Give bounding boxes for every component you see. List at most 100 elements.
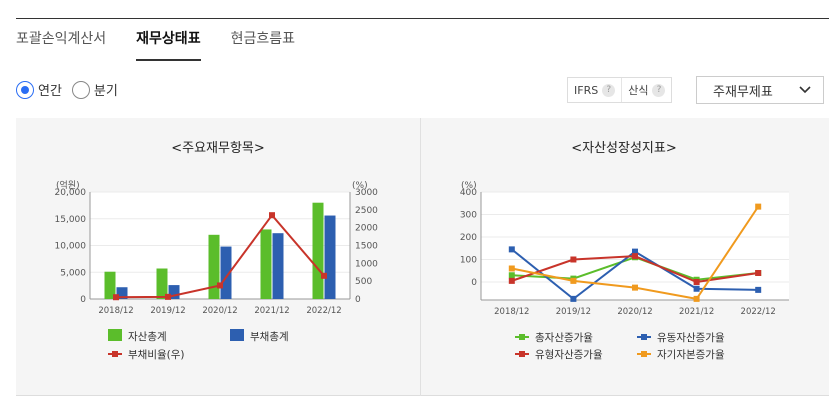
chart2-line-point xyxy=(632,253,638,260)
chart1-bar-자산총계 xyxy=(156,268,168,299)
chart1-line-point xyxy=(321,272,327,279)
chart2-line-point xyxy=(755,270,762,276)
chart1-bar-자산총계 xyxy=(312,202,324,299)
standard-toggle-group: IFRS ? 산식 ? xyxy=(567,77,673,103)
chart2-unit: (%) xyxy=(461,181,477,191)
statement-tabs: 포괄손익계산서 재무상태표 현금흐름표 xyxy=(16,19,325,61)
chart1-left-tick-label: 15,000 xyxy=(55,215,87,225)
chart1-legend-label: 부채총계 xyxy=(250,331,289,343)
chart2-legend-label: 총자산증가율 xyxy=(535,332,593,344)
chart1-x-tick-label: 2022/12 xyxy=(306,306,341,316)
chart2-line-point xyxy=(693,295,700,302)
chart1-bar-자산총계 xyxy=(208,234,220,299)
period-selector: 연간 분기 xyxy=(16,80,128,99)
chart2-legend-swatch-marker xyxy=(641,351,647,357)
chart1-left-unit: (억원) xyxy=(56,179,80,191)
chart2-line-point xyxy=(755,203,762,210)
chart1-legend-swatch xyxy=(230,329,244,341)
chart1-left-tick-label: 20,000 xyxy=(55,188,87,198)
chart2-x-tick-label: 2022/12 xyxy=(741,307,776,317)
chart2-legend-label: 자기자본증가율 xyxy=(657,349,725,361)
formula-button[interactable]: 산식 ? xyxy=(621,78,671,102)
chart1-right-tick-label: 2500 xyxy=(355,206,378,216)
chart1-line-point xyxy=(217,282,223,289)
chart1-bar-부채총계 xyxy=(116,287,128,299)
chart2-line-point xyxy=(570,256,577,263)
radio-annual-label: 연간 xyxy=(38,84,62,99)
chart1-right-tick-label: 500 xyxy=(355,277,372,287)
chart2-y-tick-label: 300 xyxy=(460,211,477,221)
chart2-legend-label: 유형자산증가율 xyxy=(535,349,603,361)
formula-help-icon[interactable]: ? xyxy=(652,83,666,97)
chart1-title: <주요재무항목> xyxy=(171,141,265,156)
chart1-left-tick-label: 5,000 xyxy=(60,268,86,278)
chart1-right-unit: (%) xyxy=(352,181,368,191)
chart1-line-point xyxy=(269,212,275,219)
chart2-line-point xyxy=(755,286,762,293)
chart1-legend-swatch-marker xyxy=(112,351,118,357)
statement-type-value: 주재무제표 xyxy=(713,84,773,100)
chart1-right-tick-label: 1500 xyxy=(355,242,378,252)
chart2-x-tick-label: 2020/12 xyxy=(617,307,652,317)
chart2-line-point xyxy=(693,285,700,292)
chart2-legend-swatch-marker xyxy=(519,351,525,357)
statement-type-select[interactable]: 주재무제표 xyxy=(696,76,824,104)
radio-quarterly-circle[interactable] xyxy=(71,80,90,99)
chart1-left-tick-label: 0 xyxy=(80,295,86,305)
chart1-bar-자산총계 xyxy=(260,229,272,299)
chart2-legend-swatch-marker xyxy=(641,334,647,340)
chart1-legend-label: 부채비율(우) xyxy=(128,349,185,361)
chart1-x-tick-label: 2019/12 xyxy=(150,306,185,316)
chart2-line-point xyxy=(693,279,700,285)
chart1-bar-부채총계 xyxy=(220,246,232,299)
ifrs-help-icon[interactable]: ? xyxy=(602,83,616,97)
radio-annual-circle[interactable] xyxy=(16,80,34,99)
chart2-title: <자산성장성지표> xyxy=(571,141,677,156)
tab-income-statement[interactable]: 포괄손익계산서 xyxy=(16,31,107,47)
radio-quarterly-label: 분기 xyxy=(93,84,118,99)
chart2-line-point xyxy=(632,248,638,255)
chart1-right-tick-label: 2000 xyxy=(355,224,378,234)
chart1-x-tick-label: 2020/12 xyxy=(202,306,237,316)
chart2-line-point xyxy=(508,272,515,279)
ifrs-button[interactable]: IFRS ? xyxy=(568,78,621,102)
chart1-line-point xyxy=(113,294,119,301)
chart2-y-tick-label: 400 xyxy=(460,188,477,198)
chart2-x-tick-label: 2018/12 xyxy=(494,307,529,317)
chart1-legend-swatch xyxy=(108,329,122,341)
chart2-legend-label: 유동자산증가율 xyxy=(657,332,725,344)
radio-annual[interactable]: 연간 xyxy=(16,80,62,99)
chart2-y-tick-label: 200 xyxy=(460,233,477,243)
chart2-x-tick-label: 2021/12 xyxy=(679,307,714,317)
chart1-right-tick-label: 1000 xyxy=(355,259,378,269)
tab-cash-flow[interactable]: 현금흐름표 xyxy=(230,31,295,47)
chart1-bar-자산총계 xyxy=(104,271,116,299)
ifrs-label: IFRS xyxy=(574,83,599,97)
chart1-bar-부채총계 xyxy=(324,215,336,299)
chart2-legend-swatch-marker xyxy=(519,334,525,340)
top-divider xyxy=(16,18,829,19)
formula-label: 산식 xyxy=(628,84,649,97)
charts-divider xyxy=(420,118,421,396)
chart2-plot-area xyxy=(481,192,789,300)
chart2-line-point xyxy=(570,295,577,302)
chart1-right-tick-label: 3000 xyxy=(355,188,378,198)
chart2-x-tick-label: 2019/12 xyxy=(556,307,591,317)
chart1-bar-부채총계 xyxy=(168,285,180,299)
chart2-y-tick-label: 0 xyxy=(471,278,477,288)
tab-balance-sheet[interactable]: 재무상태표 xyxy=(136,19,201,61)
major-financial-items-chart: 0 5,000 10,000 15,000 20,000 0 500 1000 1500 2000… xyxy=(55,179,379,361)
chart2-line-point xyxy=(570,277,577,284)
chart2-line-point xyxy=(508,277,515,284)
chart2-line-point xyxy=(508,265,515,272)
chart1-left-tick-label: 10,000 xyxy=(55,242,87,252)
chart1-right-tick-label: 0 xyxy=(355,295,361,305)
chart2-line-point xyxy=(508,246,515,253)
chart2-y-tick-label: 100 xyxy=(460,256,477,266)
chevron-down-icon xyxy=(799,86,811,94)
chart1-x-tick-label: 2021/12 xyxy=(254,306,289,316)
chart2-line-point xyxy=(632,284,638,291)
asset-growth-chart: 0 100 200 300 400(%) 2018/12 2019/12 2020/12 202… xyxy=(460,181,789,361)
radio-quarterly[interactable]: 분기 xyxy=(71,80,118,99)
chart1-legend-label: 자산총계 xyxy=(128,331,167,343)
